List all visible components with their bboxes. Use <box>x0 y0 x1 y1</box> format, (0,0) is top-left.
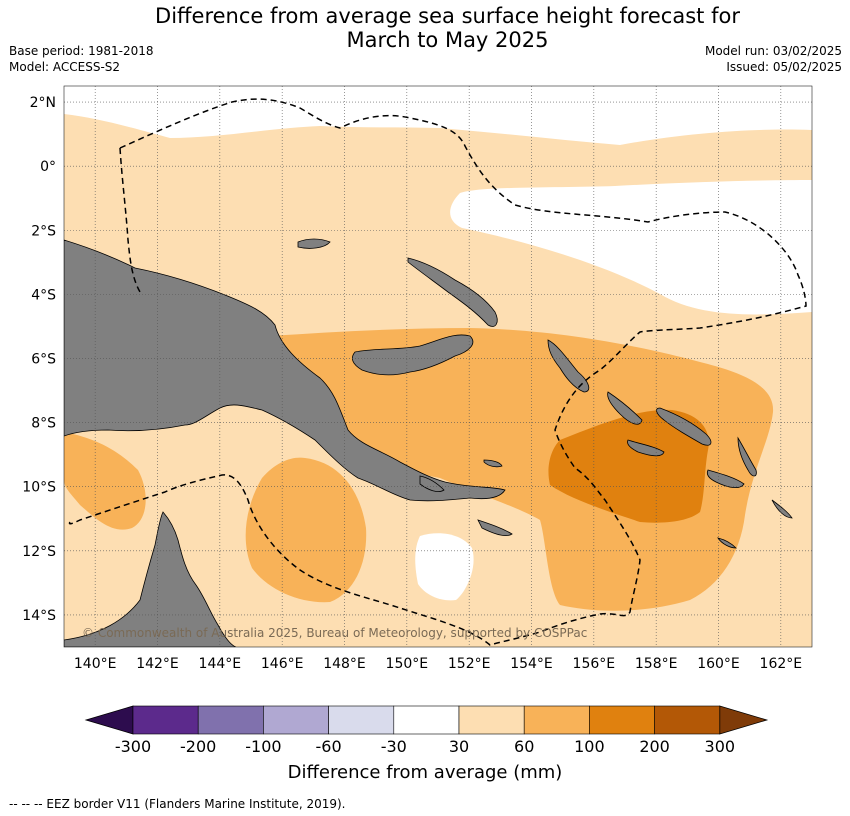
band-neutral-east <box>450 180 812 315</box>
land-new-ireland <box>407 257 498 327</box>
lon-tick-label: 154°E <box>510 656 553 672</box>
eez-footnote: -- -- -- EEZ border V11 (Flanders Marine… <box>9 797 346 811</box>
land-santa-cruz <box>771 499 793 519</box>
colorbar-swatch <box>523 705 590 735</box>
title-line-1: Difference from average sea surface heig… <box>155 4 740 28</box>
lon-tick-label: 156°E <box>573 656 616 672</box>
land-malaita <box>737 436 757 477</box>
meta-left: Base period: 1981-2018 Model: ACCESS-S2 <box>9 43 154 75</box>
land-new-guinea <box>64 239 506 502</box>
land-bougainville <box>547 339 590 393</box>
land-choiseul <box>607 391 643 425</box>
lat-tick-label: 10°S <box>22 480 56 496</box>
land-rennell <box>717 537 737 549</box>
lat-tick-label: 12°S <box>22 544 56 560</box>
lat-tick-label: 2°N <box>30 95 56 111</box>
band-neutral-coral <box>415 533 474 601</box>
lon-tick-label: 140°E <box>74 656 117 672</box>
colorbar-tick-label: -100 <box>245 737 281 756</box>
colorbar-tick-label: 200 <box>639 737 670 756</box>
copyright-text: © Commonwealth of Australia 2025, Bureau… <box>82 626 587 640</box>
lon-tick-label: 160°E <box>697 656 740 672</box>
land-santa-isabel <box>656 407 712 446</box>
meta-right: Model run: 03/02/2025 Issued: 05/02/2025 <box>705 43 842 75</box>
lon-tick-label: 148°E <box>323 656 366 672</box>
colorbar-swatch <box>263 705 329 735</box>
colorbar-tick-label: 300 <box>705 737 736 756</box>
land-woodlark <box>483 459 503 468</box>
colorbar-tick-label: 30 <box>449 737 469 756</box>
band-neutral-north <box>64 86 812 145</box>
lon-tick-label: 142°E <box>136 656 179 672</box>
colorbar-swatch <box>132 705 199 735</box>
land-dentrecasteaux <box>419 475 445 492</box>
lon-tick-label: 146°E <box>261 656 304 672</box>
colorbar-swatch <box>393 705 460 735</box>
model-name: Model: ACCESS-S2 <box>9 60 121 74</box>
base-period: Base period: 1981-2018 <box>9 44 154 58</box>
land-manus <box>297 238 331 249</box>
lat-tick-label: 0° <box>40 159 56 175</box>
lon-tick-label: 162°E <box>760 656 803 672</box>
longitude-labels: 140°E 142°E 144°E 146°E 148°E 150°E 152°E 154°E… <box>74 656 802 672</box>
colorbar-tick-label: -200 <box>180 737 216 756</box>
lat-tick-label: 2°S <box>31 223 56 239</box>
colorbar-tick-label: -30 <box>381 737 407 756</box>
title-line-2: March to May 2025 <box>346 28 549 52</box>
lon-tick-label: 158°E <box>635 656 678 672</box>
gridlines <box>64 86 812 647</box>
colorbar-tick-label: -300 <box>115 737 151 756</box>
map-title: Difference from average sea surface heig… <box>0 4 850 52</box>
band-100-200 <box>548 409 709 523</box>
model-run: Model run: 03/02/2025 <box>704 44 842 58</box>
eez-borders <box>68 98 807 646</box>
band-60-100-main <box>270 328 774 611</box>
lon-tick-label: 144°E <box>199 656 242 672</box>
colorbar-tick-label: 100 <box>574 737 605 756</box>
lat-tick-label: 6°S <box>31 351 56 367</box>
eez-png-west <box>119 147 141 293</box>
map-area: © Commonwealth of Australia 2025, Bureau… <box>64 86 812 647</box>
land-cape-york <box>64 511 237 647</box>
issued-date: Issued: 05/02/2025 <box>726 60 842 74</box>
lat-tick-label: 4°S <box>31 287 56 303</box>
land-new-britain <box>351 334 474 376</box>
lat-tick-label: 8°S <box>31 416 56 432</box>
land <box>64 238 793 647</box>
colorbar-swatch <box>589 705 655 735</box>
lon-tick-label: 150°E <box>386 656 429 672</box>
land-louisiade <box>477 519 513 536</box>
colorbar: -300 -200 -100 -60 -30 30 60 100 200 300 <box>84 705 769 756</box>
colorbar-tick-label: 60 <box>514 737 534 756</box>
latitude-labels: 2°N 0° 2°S 4°S 6°S 8°S 10°S 12°S 14°S <box>22 95 56 624</box>
lat-tick-label: 14°S <box>22 608 56 624</box>
colorbar-extend-high <box>719 705 769 735</box>
colorbar-swatch <box>328 705 395 735</box>
colorbar-swatch <box>654 705 721 735</box>
colorbar-extend-low <box>84 705 134 735</box>
colorbar-swatch <box>197 705 264 735</box>
colorbar-tick-label: -60 <box>316 737 342 756</box>
lon-tick-label: 152°E <box>448 656 491 672</box>
colorbar-swatch <box>458 705 525 735</box>
land-makira <box>706 469 745 488</box>
map-frame <box>63 85 813 648</box>
colorbar-title: Difference from average (mm) <box>288 762 563 783</box>
land-guadalcanal <box>627 439 665 457</box>
band-60-100-coral <box>245 457 367 603</box>
